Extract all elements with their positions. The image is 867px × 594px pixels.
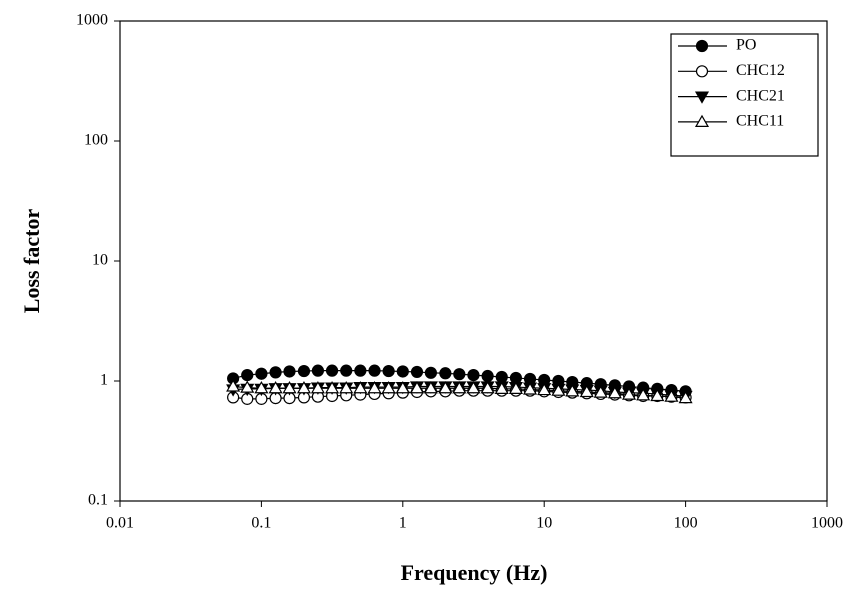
data-point — [481, 369, 494, 383]
y-tick-label: 10 — [92, 252, 108, 269]
data-point — [494, 381, 509, 394]
data-point — [650, 388, 665, 402]
data-point — [453, 368, 466, 381]
data-point — [269, 366, 282, 379]
x-tick-label: 0.01 — [106, 515, 134, 532]
legend-marker — [695, 65, 709, 78]
legend-marker — [695, 39, 709, 53]
y-tick-label: 1000 — [76, 12, 108, 29]
data-point — [254, 381, 269, 394]
data-point — [636, 388, 651, 401]
data-point — [296, 381, 311, 394]
legend-label: CHC21 — [736, 87, 785, 104]
data-point — [240, 380, 255, 393]
x-tick-label: 1 — [399, 515, 407, 532]
data-point — [607, 386, 622, 399]
data-point — [353, 381, 368, 394]
x-tick-label: 100 — [674, 515, 698, 532]
data-point — [226, 379, 241, 392]
data-point — [268, 381, 283, 394]
data-point — [241, 368, 254, 382]
data-point — [325, 381, 340, 394]
data-point — [325, 364, 339, 377]
data-point — [579, 384, 594, 398]
data-point — [452, 381, 467, 394]
data-point — [354, 364, 367, 377]
legend-marker — [694, 114, 710, 127]
data-point — [297, 364, 311, 378]
data-point — [593, 385, 608, 398]
legend-box — [670, 33, 819, 157]
data-point — [396, 365, 409, 378]
data-point — [382, 364, 395, 378]
data-point — [282, 381, 297, 394]
data-point — [409, 381, 425, 394]
x-tick-label: 10 — [536, 515, 552, 532]
legend-label: CHC12 — [736, 62, 785, 79]
data-point — [395, 381, 410, 394]
data-point — [311, 364, 325, 377]
data-point — [310, 381, 325, 394]
data-point — [664, 389, 679, 402]
data-point — [678, 390, 693, 404]
data-point — [480, 381, 495, 394]
data-point — [424, 366, 437, 379]
data-point — [283, 365, 296, 378]
data-point — [508, 381, 523, 394]
data-point — [381, 381, 396, 394]
x-axis-label: Frequency (Hz) — [401, 560, 548, 585]
x-tick-label: 1000 — [811, 515, 843, 532]
y-tick-label: 1 — [100, 372, 108, 389]
data-point — [551, 383, 566, 396]
data-point — [523, 382, 538, 395]
data-point — [340, 364, 353, 377]
data-point — [467, 368, 480, 382]
y-tick-label: 0.1 — [88, 492, 108, 509]
data-point — [255, 367, 268, 380]
legend-label: CHC11 — [736, 113, 784, 130]
data-point — [438, 381, 453, 394]
data-point — [368, 364, 381, 377]
data-point — [339, 381, 354, 394]
x-tick-label: 0.1 — [251, 515, 271, 532]
legend-label: PO — [736, 37, 756, 54]
data-point — [410, 365, 424, 379]
data-point — [423, 381, 438, 394]
data-point — [466, 381, 481, 394]
data-point — [621, 387, 637, 400]
data-point — [495, 370, 508, 384]
data-point — [537, 382, 552, 396]
data-point — [439, 367, 452, 380]
data-point — [565, 384, 580, 397]
data-point — [367, 381, 382, 394]
y-tick-label: 100 — [84, 132, 108, 149]
y-axis-label: Loss factor — [19, 209, 44, 314]
legend-marker — [694, 91, 710, 104]
